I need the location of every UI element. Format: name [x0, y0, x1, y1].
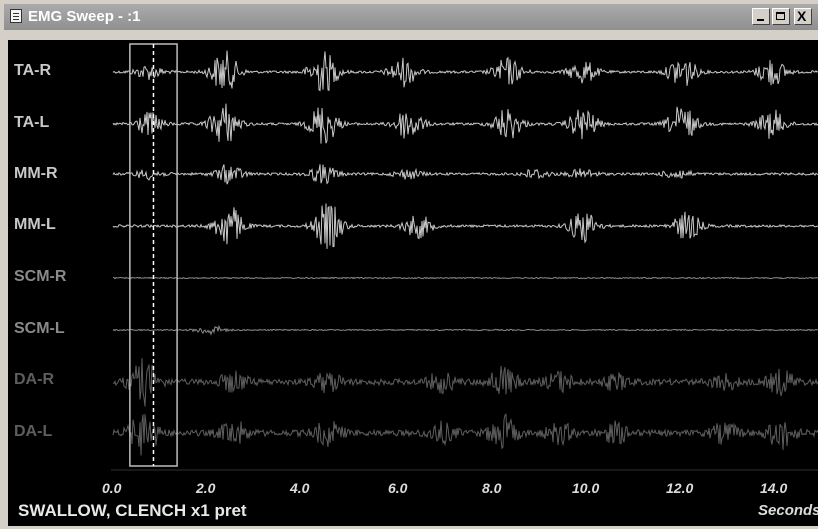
channel-label-ta-l: TA-L — [14, 114, 50, 131]
title-bar[interactable]: EMG Sweep - :1 X — [4, 4, 818, 30]
maximize-icon — [776, 12, 785, 20]
emg-traces[interactable] — [8, 40, 818, 526]
channel-label-da-l: DA-L — [14, 423, 53, 440]
emg-trace-ta-l — [112, 103, 818, 144]
emg-trace-da-r — [112, 358, 818, 407]
close-button[interactable]: X — [794, 8, 812, 25]
emg-trace-mm-r — [112, 164, 818, 185]
emg-trace-ta-r — [112, 50, 818, 92]
x-tick-label: 14.0 — [760, 480, 788, 496]
channel-label-scm-r: SCM-R — [14, 268, 67, 285]
x-tick-label: 12.0 — [666, 480, 694, 496]
emg-trace-scm-r — [112, 276, 818, 280]
channel-label-mm-r: MM-R — [14, 165, 58, 182]
channel-label-da-r: DA-R — [14, 371, 54, 388]
x-tick-label: 8.0 — [482, 480, 502, 496]
status-label: SWALLOW, CLENCH x1 pret — [18, 501, 247, 520]
x-axis-unit-label: Seconds — [758, 502, 818, 519]
x-tick-label: 0.0 — [102, 480, 122, 496]
channel-label-ta-r: TA-R — [14, 62, 52, 79]
x-tick-label: 2.0 — [196, 480, 216, 496]
x-tick-label: 10.0 — [572, 480, 600, 496]
channel-label-mm-l: MM-L — [14, 216, 56, 233]
emg-plot-area[interactable]: TA-R TA-L MM-R MM-L SCM-R SCM-L DA-R DA-… — [8, 40, 818, 526]
minimize-button[interactable] — [752, 8, 770, 25]
close-icon: X — [797, 8, 807, 24]
x-tick-label: 6.0 — [388, 480, 408, 496]
emg-trace-da-l — [112, 413, 818, 456]
emg-trace-mm-l — [112, 203, 818, 249]
channel-label-scm-l: SCM-L — [14, 320, 65, 337]
maximize-button[interactable] — [772, 8, 790, 25]
minimize-icon — [757, 19, 764, 21]
x-tick-label: 4.0 — [290, 480, 310, 496]
document-icon — [10, 9, 22, 23]
window-title: EMG Sweep - :1 — [28, 8, 141, 25]
emg-trace-scm-l — [112, 324, 818, 336]
